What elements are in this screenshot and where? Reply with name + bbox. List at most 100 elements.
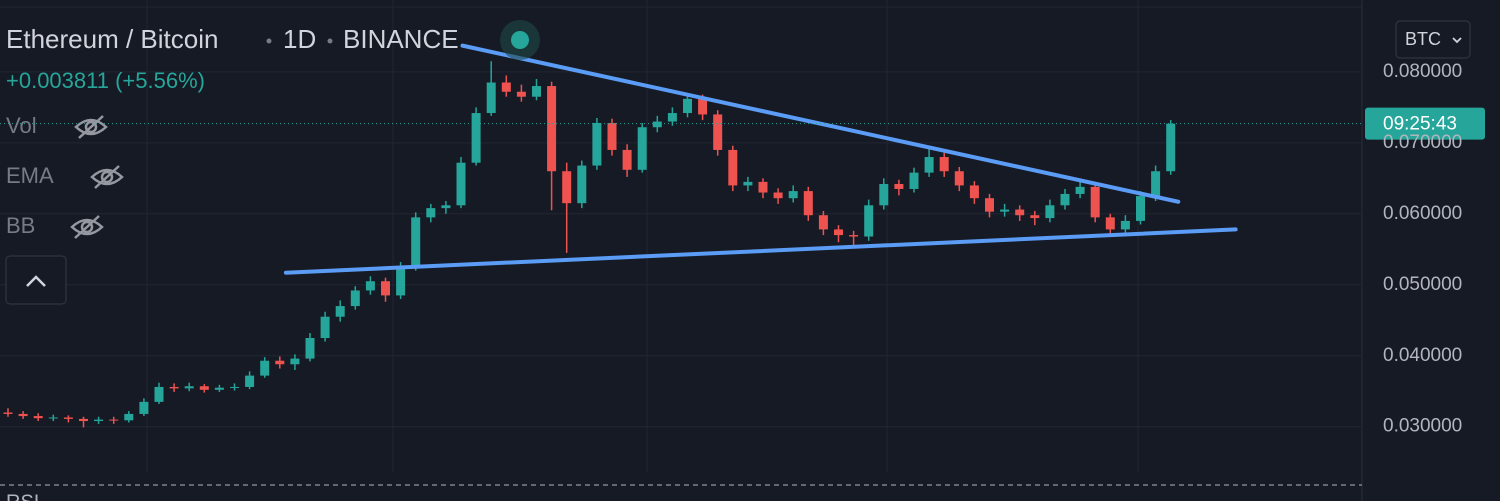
candle-body <box>909 172 919 189</box>
candle-body <box>33 416 43 419</box>
candle-body <box>199 386 209 390</box>
candle-body <box>124 413 134 421</box>
candle-body <box>592 122 602 166</box>
market-status[interactable] <box>511 31 529 49</box>
candle-body <box>48 417 58 419</box>
symbol: Ethereum / Bitcoin <box>6 24 218 54</box>
interval: 1D <box>283 24 316 54</box>
candle-body <box>275 360 285 365</box>
candle-body <box>396 267 406 296</box>
change: +0.003811 (+5.56%) <box>6 68 205 93</box>
y-tick-label: 0.080000 <box>1383 61 1462 82</box>
candle-body <box>1151 171 1161 197</box>
candle-body <box>1000 209 1010 212</box>
collapse-button[interactable] <box>5 255 67 305</box>
candle-body <box>245 375 255 387</box>
currency-selector[interactable]: BTC <box>1395 20 1471 59</box>
candle-body <box>169 386 179 389</box>
candle-body <box>501 82 511 92</box>
candle-body <box>230 386 239 388</box>
y-tick-label: 0.030000 <box>1383 416 1462 437</box>
candle-body <box>18 413 28 417</box>
candle-body <box>471 113 481 163</box>
candle-body <box>803 191 813 216</box>
candle-body <box>728 149 738 186</box>
candle-body <box>834 229 843 236</box>
candle-body <box>683 98 692 114</box>
candle-body <box>1030 215 1040 219</box>
candle-body <box>652 121 662 128</box>
indicator-label[interactable]: Vol <box>6 113 37 138</box>
candle-body <box>773 192 783 199</box>
candle-body <box>1045 205 1055 219</box>
candle-body <box>1090 186 1100 218</box>
hide-icon[interactable] <box>70 215 104 239</box>
candle-body <box>1120 220 1130 230</box>
candle-body <box>743 181 753 186</box>
indicator-label[interactable]: EMA <box>6 163 54 188</box>
candle-body <box>879 184 889 206</box>
candle-body <box>305 338 315 359</box>
candle-body <box>381 281 390 296</box>
indicator-label[interactable]: BB <box>6 213 35 238</box>
countdown-box <box>1365 107 1485 140</box>
candle-body <box>63 417 73 419</box>
candle-body <box>622 149 632 170</box>
caret <box>1452 37 1462 44</box>
candle-body <box>486 82 496 114</box>
candles <box>3 61 1176 428</box>
candle-body <box>3 412 13 414</box>
y-tick-label: 0.060000 <box>1383 203 1462 224</box>
candle-body <box>214 387 224 390</box>
candle-body <box>532 86 541 97</box>
candle-body <box>607 122 617 150</box>
candle-body <box>577 165 587 204</box>
eye-icons <box>70 115 124 239</box>
candle-body <box>788 191 798 199</box>
candle-body <box>698 98 708 115</box>
button-frame <box>5 255 67 305</box>
candle-body <box>758 181 768 193</box>
candle-body <box>637 127 647 170</box>
candle-body <box>1105 217 1115 230</box>
candle-body <box>667 113 677 122</box>
candle-body <box>924 157 934 173</box>
candle-body <box>411 217 421 268</box>
candle-body <box>954 171 964 186</box>
candle-body <box>1075 186 1085 194</box>
candle-body <box>1166 123 1176 172</box>
separator <box>327 38 333 44</box>
candle-body <box>184 386 194 389</box>
selector-frame <box>1395 20 1471 59</box>
candle-body <box>260 360 270 376</box>
candle-body <box>154 386 164 402</box>
grid <box>0 71 1362 428</box>
candle-body <box>290 358 300 365</box>
candle-body <box>1015 209 1025 216</box>
currency: BTC <box>1405 29 1441 49</box>
caret <box>26 275 46 287</box>
candle-body <box>320 316 330 338</box>
candle-body <box>1060 193 1070 206</box>
separator <box>266 38 272 44</box>
candle-body <box>109 419 119 421</box>
rsi-label: RSI <box>6 491 39 501</box>
candle-body <box>864 205 874 237</box>
candle-body <box>365 281 375 291</box>
candle-body <box>1136 196 1145 221</box>
hide-icon[interactable] <box>74 115 108 139</box>
hide-icon[interactable] <box>90 165 124 189</box>
candle-body <box>335 306 345 317</box>
candle-body <box>939 157 949 172</box>
price-line: 09:25:43 <box>0 107 1485 140</box>
candle-body <box>849 235 859 237</box>
candle-body <box>562 171 572 204</box>
countdown: 09:25:43 <box>1383 114 1457 135</box>
candle-body <box>894 184 904 189</box>
candle-body <box>350 290 360 307</box>
y-tick-label: 0.040000 <box>1383 345 1462 366</box>
exchange: BINANCE <box>343 24 459 54</box>
candle-body <box>985 198 994 212</box>
